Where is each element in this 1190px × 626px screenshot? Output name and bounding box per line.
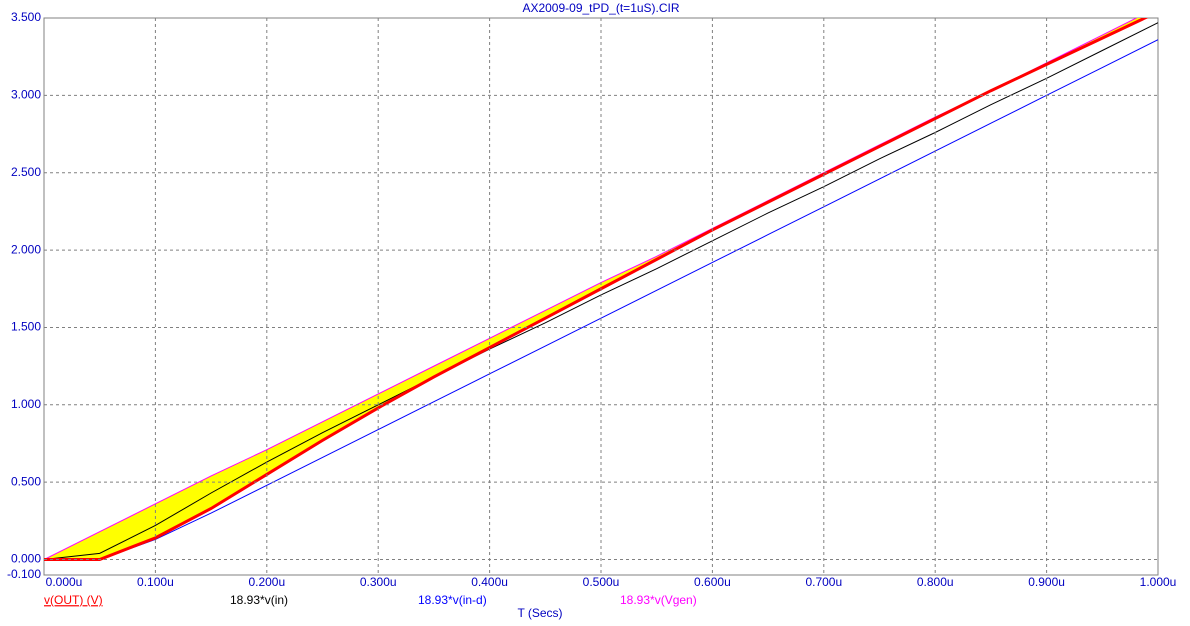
y-tick-label: 2.000: [11, 242, 41, 256]
x-tick-label: 0.200u: [248, 575, 285, 589]
band-fill: [44, 18, 1145, 560]
x-axis-label: T (Secs): [517, 606, 562, 620]
legend-entry: 18.93*v(Vgen): [620, 593, 697, 607]
x-tick-label: 0.300u: [360, 575, 397, 589]
y-tick-label: 2.500: [11, 165, 41, 179]
legend-entry: 18.93*v(in): [230, 593, 288, 607]
y-tick-label: 1.000: [11, 397, 41, 411]
y-tick-label: 0.000: [11, 552, 41, 566]
chart-title: AX2009-09_tPD_(t=1uS).CIR: [522, 1, 679, 15]
x-tick-label: 0.100u: [137, 575, 174, 589]
legend-entry: 18.93*v(in-d): [418, 593, 487, 607]
x-tick-label: 0.000u: [46, 575, 83, 589]
legend-entry: v(OUT) (V): [44, 593, 103, 607]
y-tick-label: 3.000: [11, 88, 41, 102]
y-tick-label: 0.500: [11, 474, 41, 488]
y-tick-label: 3.500: [11, 10, 41, 24]
x-tick-label: 0.600u: [694, 575, 731, 589]
x-tick-label: 0.900u: [1028, 575, 1065, 589]
x-tick-label: 1.000u: [1140, 575, 1177, 589]
y-tick-label: -0.100: [7, 567, 41, 581]
y-tick-label: 1.500: [11, 320, 41, 334]
x-tick-label: 0.800u: [917, 575, 954, 589]
x-tick-label: 0.500u: [583, 575, 620, 589]
x-tick-label: 0.700u: [805, 575, 842, 589]
x-tick-label: 0.400u: [471, 575, 508, 589]
